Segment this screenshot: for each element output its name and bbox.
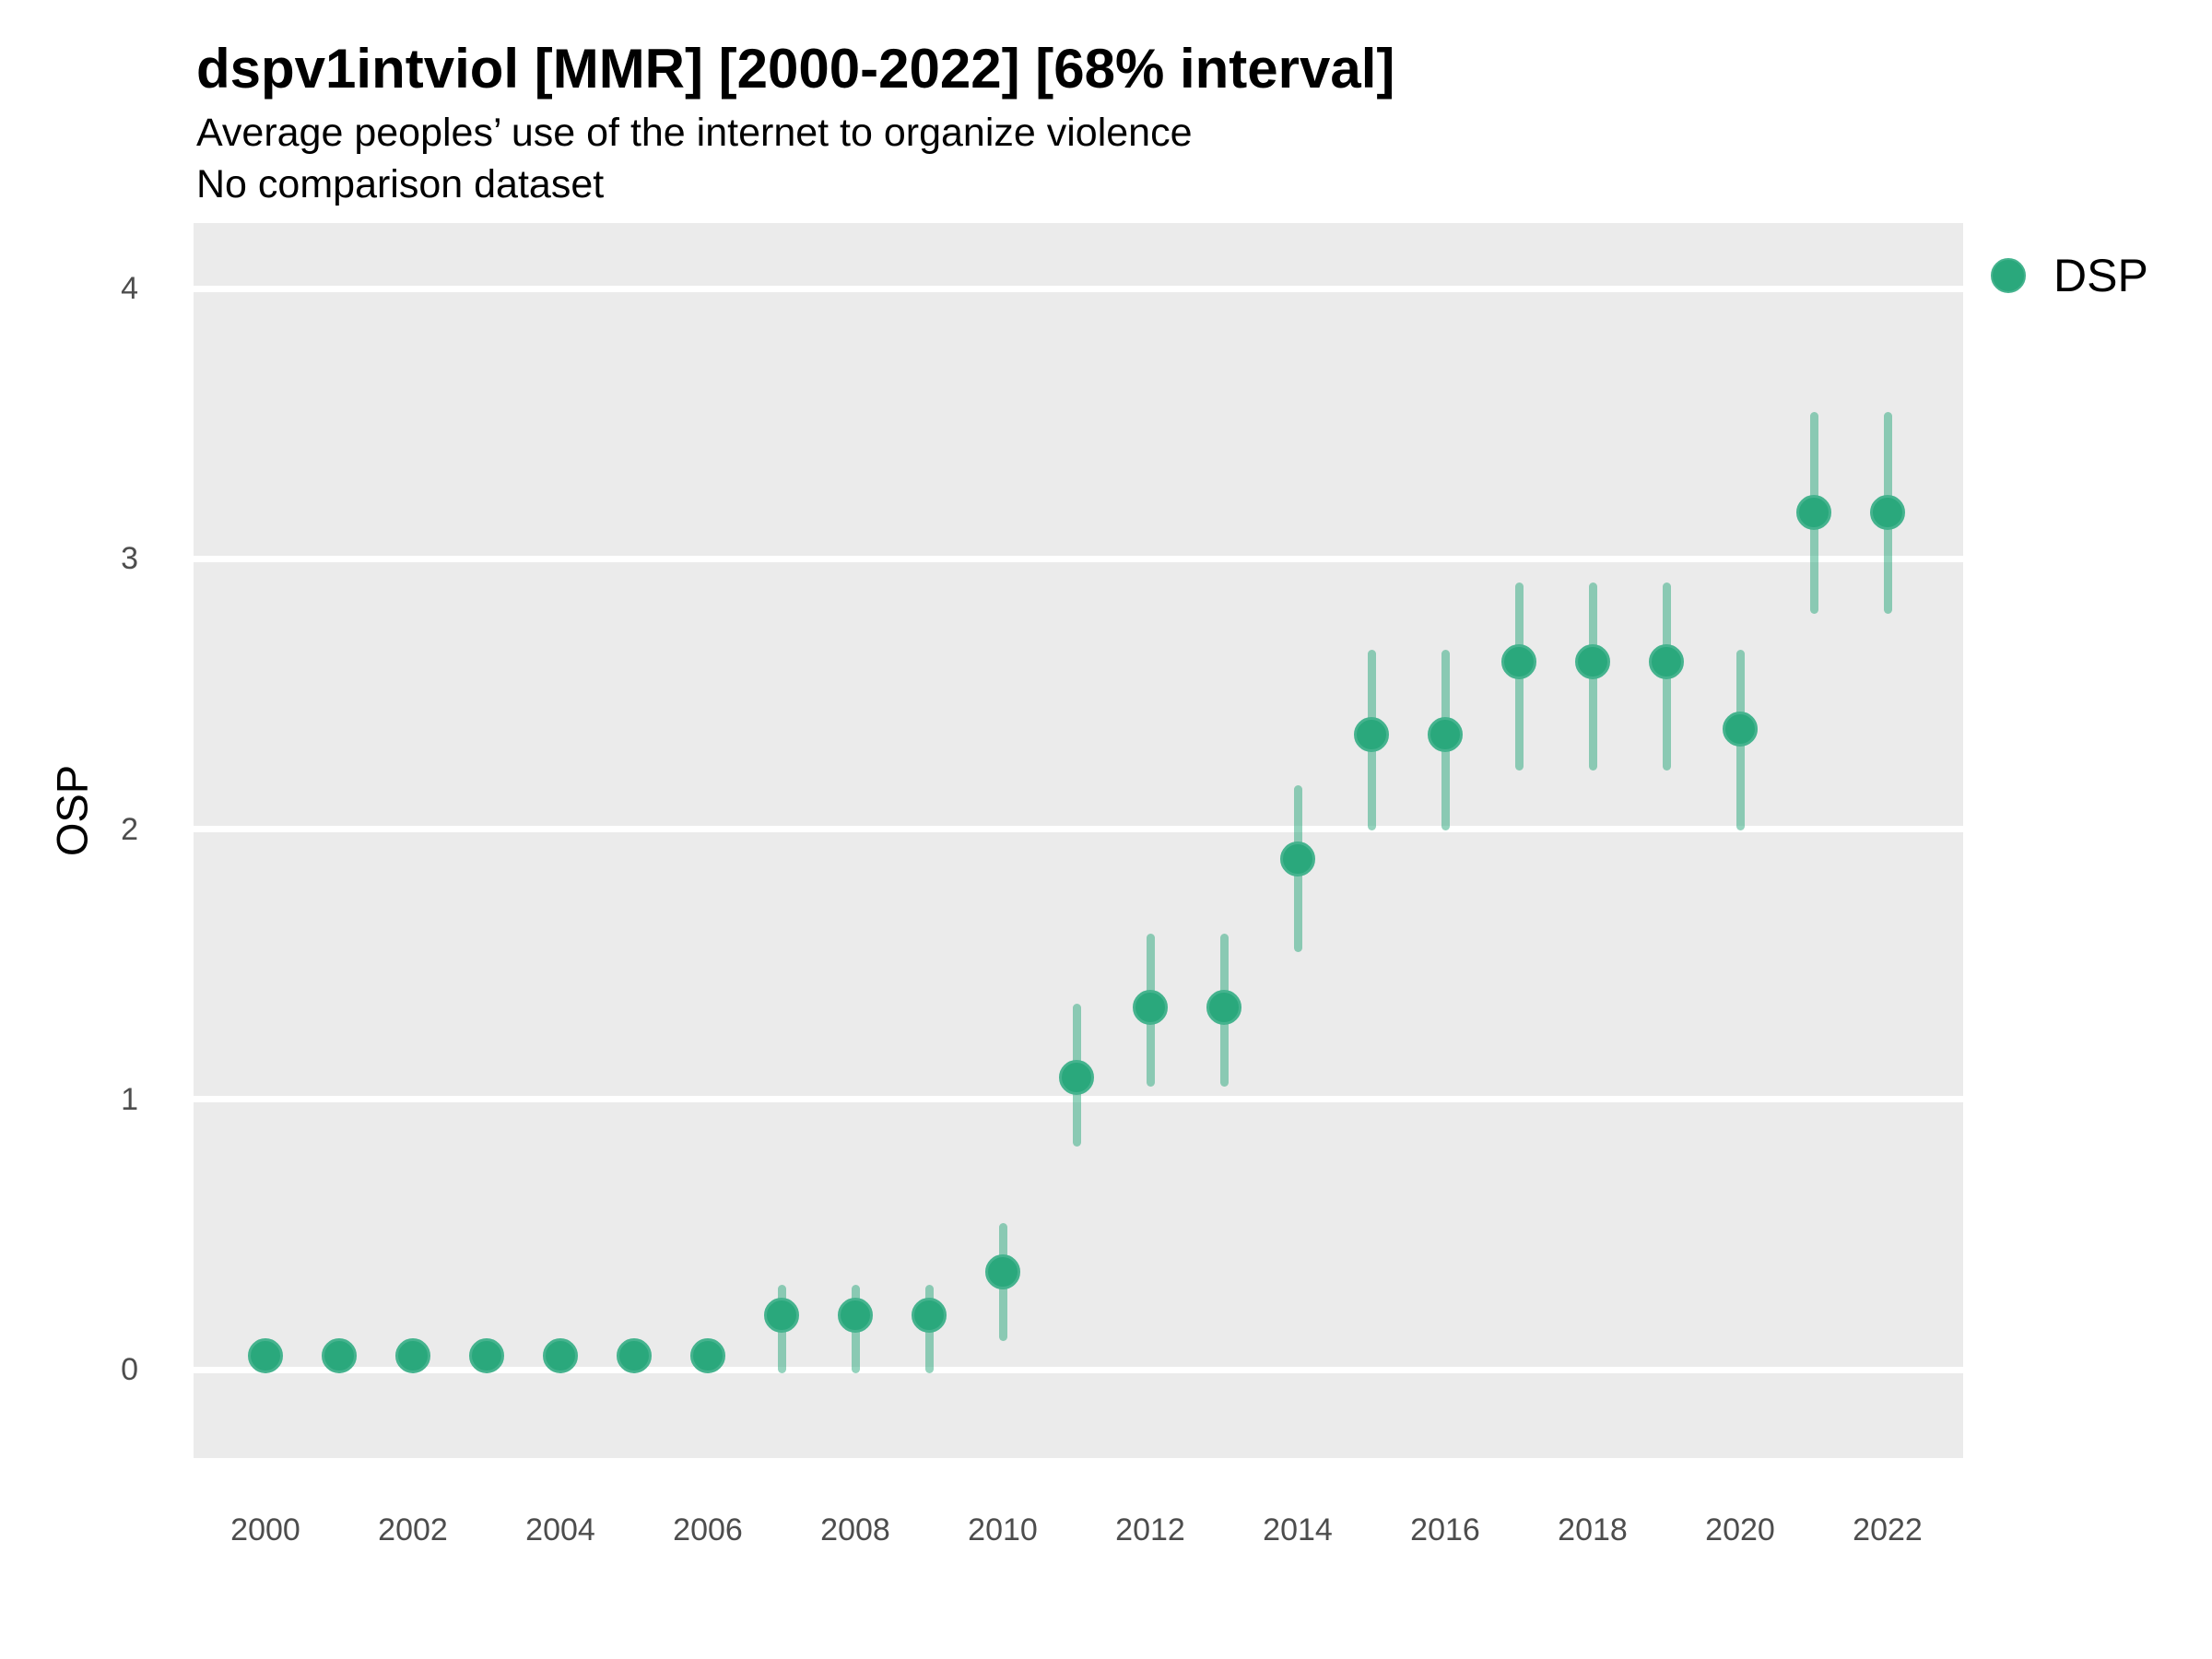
data-point-2004: [543, 1338, 578, 1374]
x-tick-label-2018: 2018: [1558, 1512, 1628, 1547]
chart-subtitle-line-1: Average peoples’ use of the internet to …: [196, 111, 1193, 155]
x-tick-label-2014: 2014: [1263, 1512, 1333, 1547]
data-point-2005: [617, 1338, 652, 1374]
data-point-2007: [764, 1298, 799, 1334]
gridline-y-4: [194, 285, 1963, 292]
data-point-2021: [1796, 495, 1831, 531]
y-tick-label-4: 4: [121, 271, 138, 306]
data-point-2002: [395, 1338, 430, 1374]
data-point-2020: [1723, 711, 1758, 747]
data-point-2013: [1206, 990, 1241, 1026]
gridline-y-2: [194, 826, 1963, 832]
x-tick-label-2020: 2020: [1705, 1512, 1775, 1547]
x-tick-label-2000: 2000: [230, 1512, 300, 1547]
data-point-2010: [985, 1254, 1020, 1290]
x-tick-label-2006: 2006: [673, 1512, 743, 1547]
data-point-2011: [1059, 1060, 1094, 1096]
data-point-2018: [1575, 643, 1610, 679]
data-point-2019: [1649, 643, 1684, 679]
data-point-2012: [1133, 990, 1168, 1026]
x-tick-label-2012: 2012: [1115, 1512, 1185, 1547]
chart-subtitle-line-2: No comparison dataset: [196, 162, 605, 206]
x-tick-label-2022: 2022: [1853, 1512, 1923, 1547]
gridline-y-3: [194, 555, 1963, 562]
x-tick-label-2016: 2016: [1410, 1512, 1480, 1547]
x-tick-label-2010: 2010: [968, 1512, 1038, 1547]
data-point-2017: [1501, 643, 1536, 679]
x-tick-label-2008: 2008: [820, 1512, 890, 1547]
legend: DSP: [1991, 247, 2148, 304]
y-tick-label-2: 2: [121, 811, 138, 847]
legend-label: DSP: [2053, 250, 2148, 301]
y-tick-label-0: 0: [121, 1352, 138, 1387]
chart-title: dspv1intviol [MMR] [2000-2022] [68% inte…: [196, 38, 1395, 100]
x-tick-label-2004: 2004: [525, 1512, 595, 1547]
data-point-2003: [469, 1338, 504, 1374]
data-point-2014: [1280, 841, 1315, 877]
y-tick-label-1: 1: [121, 1081, 138, 1117]
chart-subtitle: Average peoples’ use of the internet to …: [196, 107, 1193, 210]
data-point-2008: [838, 1298, 873, 1334]
y-axis-title: OSP: [47, 764, 97, 857]
plot-panel: [194, 223, 1963, 1458]
data-point-2000: [248, 1338, 283, 1374]
data-point-2009: [912, 1298, 947, 1334]
gridline-y-0: [194, 1366, 1963, 1373]
data-point-2001: [322, 1338, 357, 1374]
data-point-2022: [1870, 495, 1905, 531]
data-point-2006: [690, 1338, 725, 1374]
y-tick-label-3: 3: [121, 541, 138, 577]
legend-marker-circle-icon: [1991, 258, 2026, 293]
x-tick-label-2002: 2002: [378, 1512, 448, 1547]
data-point-2016: [1428, 716, 1463, 752]
data-point-2015: [1354, 716, 1389, 752]
